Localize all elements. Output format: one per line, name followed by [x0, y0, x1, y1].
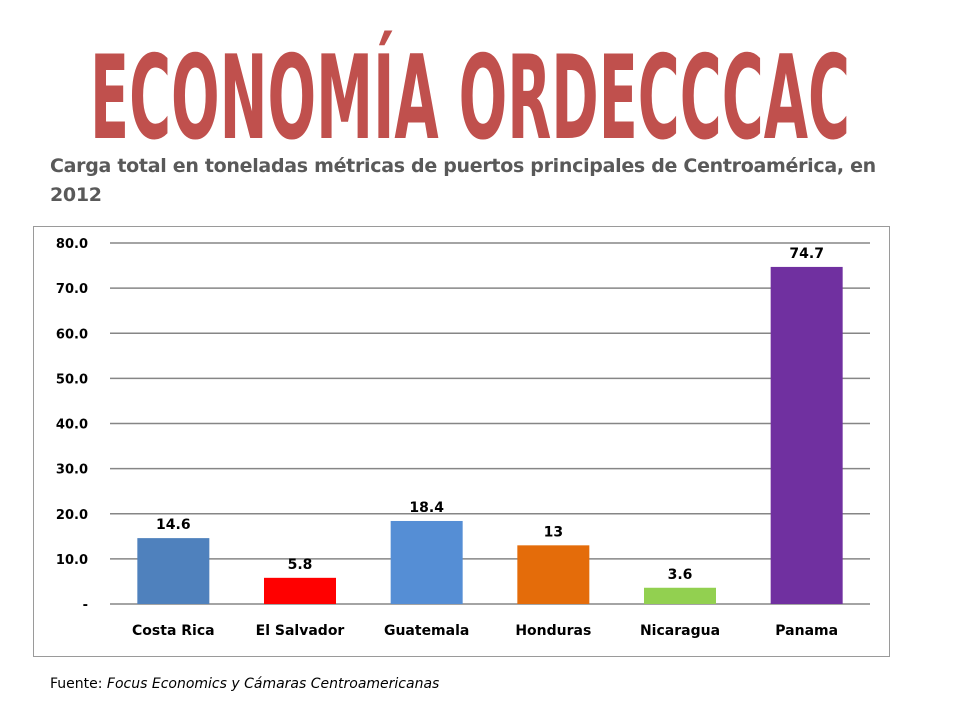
data-label: 18.4 — [409, 500, 444, 516]
chart-subtitle: Carga total en toneladas métricas de pue… — [50, 155, 876, 206]
data-label: 5.8 — [288, 557, 313, 573]
x-tick-label: Costa Rica — [132, 623, 215, 639]
y-tick-label: - — [83, 598, 88, 613]
x-tick-label: Guatemala — [384, 623, 469, 639]
bars — [137, 266, 843, 604]
x-tick-label: Nicaragua — [640, 623, 720, 639]
data-label: 74.7 — [789, 246, 824, 262]
y-tick-label: 80.0 — [56, 237, 88, 252]
y-tick-label: 10.0 — [56, 553, 88, 568]
x-tick-label: El Salvador — [256, 623, 345, 639]
x-axis-categories: Costa Rica El Salvador Guatemala Honduras Ni… — [132, 623, 838, 639]
x-tick-label: Honduras — [515, 623, 591, 639]
y-tick-label: 20.0 — [56, 508, 88, 523]
banner-title: ECONOMÍA ORDECCCAC — [86, 26, 853, 150]
gridlines — [110, 242, 870, 605]
data-label: 14.6 — [156, 517, 191, 533]
y-tick-label: 60.0 — [56, 327, 88, 342]
bar — [390, 520, 463, 604]
source-text: Focus Economics y Cámaras Centroamerican… — [106, 676, 440, 692]
banner-text: ECONOMÍA ORDECCCAC — [90, 30, 850, 150]
y-axis-ticks: - 10.0 20.0 30.0 40.0 50.0 60.0 70.0 80.0 — [56, 237, 88, 613]
y-tick-label: 40.0 — [56, 418, 88, 433]
bar — [264, 577, 336, 604]
data-labels: 14.6 5.8 18.4 13 3.6 74.7 — [156, 246, 824, 583]
source-note: Fuente: Focus Economics y Cámaras Centro… — [50, 676, 439, 692]
bar — [644, 587, 716, 604]
bar — [517, 545, 590, 604]
y-tick-label: 50.0 — [56, 372, 88, 387]
data-label: 13 — [544, 524, 563, 540]
data-label: 3.6 — [668, 567, 693, 583]
bar-chart: - 10.0 20.0 30.0 40.0 50.0 60.0 70.0 80.0 14.6 5.… — [56, 237, 870, 639]
y-tick-label: 30.0 — [56, 463, 88, 478]
source-prefix: Fuente: — [50, 676, 107, 692]
y-tick-label: 70.0 — [56, 282, 88, 297]
x-tick-label: Panama — [775, 623, 838, 639]
bar — [137, 538, 210, 604]
bar — [770, 266, 843, 604]
